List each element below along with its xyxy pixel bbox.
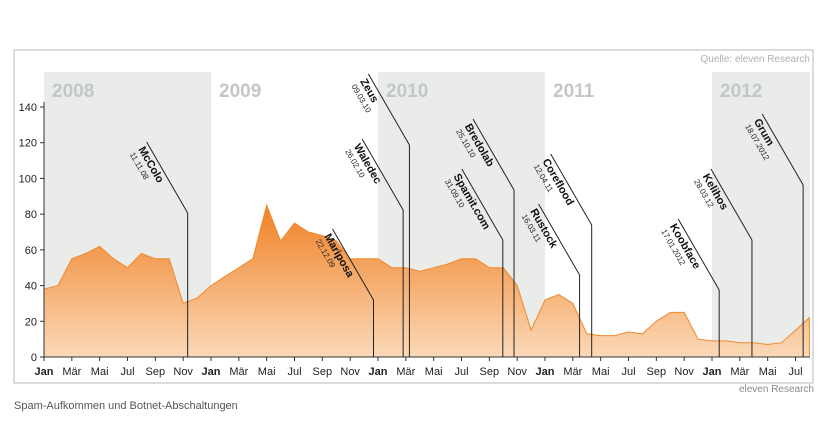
year-label: 2009: [219, 81, 261, 102]
annotation-leader: [461, 168, 504, 241]
y-tick-label: 100: [19, 173, 37, 185]
annotation-leader: [361, 138, 404, 211]
annotation-leader: [677, 218, 720, 291]
x-tick-label: Sep: [647, 366, 667, 378]
x-tick-label: Jul: [788, 366, 802, 378]
x-tick-label: Sep: [146, 366, 166, 378]
year-label: 2011: [553, 81, 595, 102]
annotation-leader: [550, 153, 593, 226]
year-band: [712, 72, 810, 357]
x-tick-label: Mai: [425, 366, 443, 378]
x-tick-label: Nov: [173, 366, 193, 378]
annotation-leader: [332, 228, 374, 301]
y-tick-label: 80: [25, 209, 37, 221]
x-tick-label: Jul: [120, 366, 134, 378]
y-tick-label: 0: [31, 352, 37, 364]
y-tick-label: 20: [25, 316, 37, 328]
x-tick-label: Mär: [396, 366, 415, 378]
x-tick-label: Jan: [202, 366, 221, 378]
x-tick-label: Nov: [674, 366, 694, 378]
x-tick-label: Sep: [313, 366, 333, 378]
caption: Spam-Aufkommen und Botnet-Abschaltungen: [14, 400, 238, 412]
x-tick-label: Nov: [507, 366, 527, 378]
source: Quelle: eleven Research: [700, 54, 810, 65]
area: [43, 203, 810, 358]
annotation-leader: [146, 141, 189, 214]
x-tick-label: Sep: [480, 366, 500, 378]
x-tick-label: Mai: [258, 366, 276, 378]
x-tick-label: Mär: [730, 366, 749, 378]
y-tick-label: 140: [19, 102, 37, 114]
x-tick-label: Jan: [369, 366, 388, 378]
annotation-leader: [710, 168, 753, 241]
x-tick-label: Mai: [592, 366, 610, 378]
x-tick-label: Jul: [621, 366, 635, 378]
x-tick-label: Jul: [287, 366, 301, 378]
annotation-leader: [761, 113, 804, 186]
credit: eleven Research: [739, 384, 814, 395]
x-tick-label: Mär: [229, 366, 248, 378]
x-tick-label: Jan: [703, 366, 722, 378]
x-tick-label: Jul: [454, 366, 468, 378]
y-tick-label: 120: [19, 138, 37, 150]
annotation-leader: [472, 118, 515, 191]
year-label: 2010: [386, 81, 428, 102]
y-tick-label: 40: [25, 281, 37, 293]
x-tick-label: Mär: [563, 366, 582, 378]
x-tick-label: Mai: [759, 366, 777, 378]
annotation-leader: [367, 73, 410, 146]
y-tick-label: 60: [25, 245, 37, 257]
x-tick-label: Mai: [91, 366, 109, 378]
year-label: 2008: [52, 81, 94, 102]
x-tick-label: Jan: [536, 366, 555, 378]
annotation-leader: [538, 203, 581, 276]
year-label: 2012: [720, 81, 762, 102]
x-tick-label: Mär: [62, 366, 81, 378]
x-tick-label: Nov: [340, 366, 360, 378]
x-tick-label: Jan: [35, 366, 54, 378]
